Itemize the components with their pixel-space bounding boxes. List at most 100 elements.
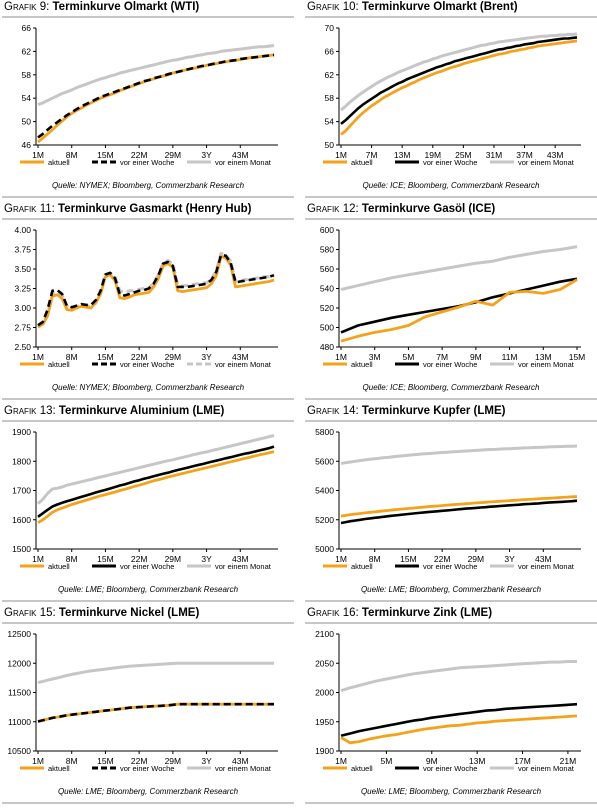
chart-title: Grafik 10: Terminkurve Olmarkt (Brent) [307,1,518,13]
chart-plot-12: 480 500 520 540 560 580 600 1M 3M 5M 7M 9M 11M 13M 15M… [320,225,585,369]
x-tick-label: 3Y [201,554,212,564]
legend-aktuell-label: aktuell [48,764,70,773]
x-tick-label: 15M [97,150,114,160]
legend-aktuell-label: aktuell [351,158,373,167]
x-tick-label: 3M [369,352,381,362]
y-tick-label: 50 [22,117,32,127]
series-line-aktuell [340,278,578,343]
chart-plot-9: 46 50 54 58 62 66 1M 8M 15M 22M 29M 3Y 43M aktuell vor… [20,23,278,167]
legend-aktuell-label: aktuell [351,562,373,571]
y-tick-label: 500 [320,323,334,333]
x-tick-label: 8M [66,352,78,362]
y-tick-label: 50 [325,140,335,150]
bottom-rule [305,398,597,400]
chart-source: Quelle: LME; Bloomberg, Commerzbank Rese… [57,585,239,594]
y-tick-label: 3.25 [14,284,31,294]
chart-prefix: Grafik 11: [4,203,55,215]
legend-vor-einer-woche-label: vor einer Woche [120,562,174,571]
y-tick-label: 62 [22,46,32,56]
title-rule [305,218,597,220]
x-tick-label: 1M [335,756,347,766]
x-tick-label: 43M [232,150,249,160]
series-line-aktuell [37,702,274,723]
x-tick-label: 9M [426,756,438,766]
chart-prefix: Grafik 13: [4,405,56,417]
x-tick-label: 1M [335,150,347,160]
y-tick-label: 46 [22,140,32,150]
series-line-aktuell [37,53,275,144]
chart-source: Quelle: NYMEX; Bloomberg, Commerzbank Re… [51,181,245,190]
x-tick-label: 22M [131,756,148,766]
y-tick-label: 560 [320,264,334,274]
y-tick-label: 66 [22,23,32,33]
y-tick-label: 66 [325,46,335,56]
legend-vor-einem-monat-label: vor einem Monat [518,562,575,571]
series-line-vor-einer-woche [37,445,275,518]
x-tick-label: 29M [468,554,485,564]
y-tick-label: 3.50 [14,264,31,274]
y-tick-label: 3.75 [14,245,31,255]
title-rule [305,16,597,18]
legend-vor-einer-woche-label: vor einer Woche [423,158,477,167]
x-tick-label: 22M [131,352,148,362]
chart-plot-11: 2.50 2.75 3.00 3.25 3.50 3.75 4.00 1M 8M 15M 22M 29… [14,225,278,369]
y-tick-label: 5800 [315,427,334,437]
x-tick-label: 7M [436,352,448,362]
x-tick-label: 1M [32,150,44,160]
x-tick-label: 29M [165,554,182,564]
chart-title: Grafik 11: Terminkurve Gasmarkt (Henry H… [4,203,251,215]
x-tick-label: 3Y [201,352,212,362]
x-tick-label: 1M [335,352,347,362]
chart-source: Quelle: ICE; Bloomberg, Commerzbank Rese… [362,383,540,392]
x-tick-label: 15M [97,352,114,362]
chart-panel-13: Grafik 13: Terminkurve Aluminium (LME) 1… [2,404,294,604]
x-tick-label: 8M [66,554,78,564]
series-line-vor-einem-monat [340,245,578,291]
chart-panel-16: Grafik 16: Terminkurve Zink (LME) 1900 19… [305,606,597,806]
legend-aktuell-label: aktuell [48,360,70,369]
series-line-aktuell [340,714,578,745]
legend-vor-einer-woche-label: vor einer Woche [120,360,174,369]
x-tick-label: 3Y [201,150,212,160]
chart-prefix: Grafik 15: [4,607,56,619]
bottom-rule [2,802,294,804]
y-tick-label: 520 [320,303,334,313]
x-tick-label: 5M [380,756,392,766]
series-line-vor-einer-woche [340,499,578,525]
series-line-vor-einer-woche [340,36,578,125]
chart-title: Grafik 9: Terminkurve Olmarkt (WTI) [4,1,199,13]
x-tick-label: 13M [394,150,411,160]
chart-title-text: Terminkurve Zink (LME) [361,607,493,619]
chart-plot-15: 10500 11000 11500 12000 12500 1M 8M 15M 22M 29M 3Y… [7,629,278,773]
legend-aktuell-label: aktuell [351,360,373,369]
y-tick-label: 11000 [8,717,31,727]
bottom-rule [305,802,597,804]
y-tick-label: 12000 [7,658,31,668]
chart-title: Grafik 14: Terminkurve Kupfer (LME) [307,405,505,417]
legend-vor-einem-monat-label: vor einem Monat [215,158,272,167]
x-tick-label: 43M [547,150,564,160]
chart-source: Quelle: ICE; Bloomberg, Commerzbank Rese… [362,181,540,190]
x-tick-label: 11M [502,352,518,362]
legend-vor-einer-woche-label: vor einer Woche [120,764,174,773]
chart-title-text: Terminkurve Olmarkt (Brent) [361,1,518,13]
chart-source: Quelle: NYMEX; Bloomberg, Commerzbank Re… [51,383,245,392]
x-tick-label: 8M [66,756,78,766]
bottom-rule [2,398,294,400]
y-tick-label: 2100 [315,629,334,639]
chart-panel-11: Grafik 11: Terminkurve Gasmarkt (Henry H… [2,202,294,402]
x-tick-label: 29M [165,756,182,766]
x-tick-label: 25M [455,150,472,160]
chart-source: Quelle: LME; Bloomberg, Commerzbank Rese… [360,787,542,796]
y-tick-label: 58 [325,93,335,103]
title-rule [305,622,597,624]
y-tick-label: 1700 [12,486,31,496]
x-tick-label: 43M [232,554,249,564]
title-rule [2,218,294,220]
chart-panel-12: Grafik 12: Terminkurve Gasöl (ICE) 480 50… [305,202,597,402]
bottom-rule [305,196,597,198]
y-tick-label: 2050 [315,658,334,668]
x-tick-label: 43M [535,554,552,564]
chart-plot-13: 1500 1600 1700 1800 1900 1M 8M 15M 22M 29M 3Y 43M ak… [12,427,278,571]
title-rule [2,420,294,422]
